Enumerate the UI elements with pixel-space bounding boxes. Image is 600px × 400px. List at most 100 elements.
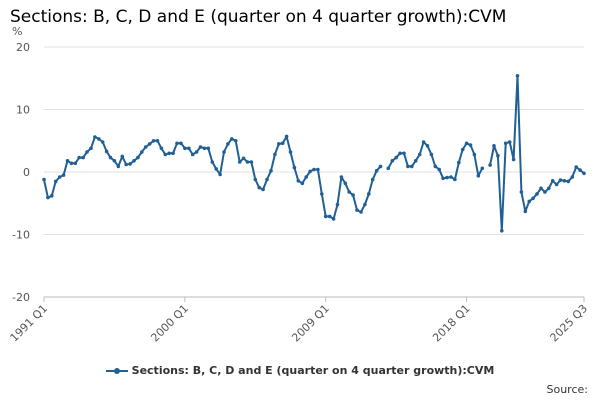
data-point xyxy=(42,177,46,182)
data-point xyxy=(65,159,70,163)
data-point xyxy=(476,174,481,178)
data-point xyxy=(89,146,93,151)
data-point xyxy=(492,144,496,148)
x-tick-label: 2009 Q1 xyxy=(289,302,332,345)
data-point xyxy=(523,209,528,214)
data-point xyxy=(566,179,571,184)
data-point xyxy=(194,150,199,154)
data-point xyxy=(519,190,524,194)
x-tick-label: 2000 Q1 xyxy=(148,302,191,345)
data-point xyxy=(277,142,281,146)
data-point xyxy=(253,177,258,182)
series-line xyxy=(387,141,484,181)
data-point xyxy=(53,179,58,184)
x-tick-label: 2018 Q1 xyxy=(430,302,473,345)
data-point xyxy=(433,164,438,169)
data-point xyxy=(429,152,434,157)
data-point xyxy=(206,146,211,151)
data-point xyxy=(472,152,477,157)
data-point xyxy=(77,155,81,160)
y-tick-label: 0 xyxy=(23,166,30,179)
data-point xyxy=(331,217,336,221)
data-point xyxy=(85,150,89,154)
data-point xyxy=(543,190,547,194)
data-point xyxy=(132,159,136,163)
data-point xyxy=(449,175,453,179)
data-point xyxy=(413,159,418,163)
legend-label: Sections: B, C, D and E (quarter on 4 qu… xyxy=(131,364,495,377)
data-point xyxy=(437,167,442,172)
data-point xyxy=(50,194,54,198)
data-point xyxy=(222,150,226,154)
data-point xyxy=(370,177,375,182)
data-point xyxy=(300,181,305,186)
data-point xyxy=(562,179,567,183)
data-point xyxy=(445,175,449,180)
data-point xyxy=(515,74,520,78)
data-point xyxy=(233,139,238,143)
data-point xyxy=(61,173,66,177)
chart-title: Sections: B, C, D and E (quarter on 4 qu… xyxy=(10,7,507,27)
data-point xyxy=(339,175,344,179)
data-point xyxy=(308,169,312,174)
y-tick-label: -10 xyxy=(12,229,30,242)
data-point xyxy=(237,160,242,164)
data-point xyxy=(335,202,340,207)
data-point xyxy=(421,140,426,144)
y-tick-label: 10 xyxy=(16,104,30,117)
x-tick-label: 2025 Q3 xyxy=(548,302,591,345)
data-point xyxy=(453,177,457,182)
data-point xyxy=(284,134,289,139)
data-point xyxy=(140,150,144,154)
data-point xyxy=(511,157,516,162)
data-point xyxy=(124,162,128,167)
data-point xyxy=(355,208,359,212)
data-point xyxy=(69,161,74,166)
data-point xyxy=(441,176,445,181)
data-point xyxy=(245,160,250,164)
data-point xyxy=(316,167,320,172)
data-point xyxy=(320,192,324,196)
data-point xyxy=(198,145,203,149)
data-point xyxy=(547,186,551,191)
data-point xyxy=(527,199,531,204)
legend-swatch xyxy=(105,366,128,376)
data-point xyxy=(488,163,492,167)
data-point xyxy=(108,155,113,160)
data-point xyxy=(386,166,391,171)
data-point xyxy=(226,142,230,146)
data-point xyxy=(535,192,539,196)
data-point xyxy=(159,146,164,151)
data-point xyxy=(351,193,355,197)
data-point xyxy=(296,179,301,183)
data-point xyxy=(175,141,179,146)
data-point xyxy=(249,160,254,164)
data-point xyxy=(81,155,85,160)
x-tick-label: 1991 Q1 xyxy=(8,302,51,345)
data-point xyxy=(363,202,367,207)
series-line xyxy=(489,74,585,232)
data-point xyxy=(507,140,512,144)
data-point xyxy=(410,164,414,169)
data-point xyxy=(155,139,160,143)
data-point xyxy=(273,152,277,157)
data-point xyxy=(312,167,316,172)
source-label: Source: xyxy=(546,383,589,396)
data-point xyxy=(190,152,195,157)
data-point xyxy=(374,169,379,173)
data-point xyxy=(367,192,371,196)
data-point xyxy=(163,152,168,157)
y-tick-label: 20 xyxy=(16,41,30,54)
data-point xyxy=(112,159,117,163)
data-point xyxy=(57,175,62,179)
data-point xyxy=(218,172,222,177)
data-point xyxy=(167,151,171,156)
data-point xyxy=(292,165,297,170)
data-point xyxy=(327,214,332,219)
data-point xyxy=(347,190,352,194)
data-point xyxy=(539,186,543,191)
data-point xyxy=(378,164,383,169)
data-point xyxy=(464,141,469,146)
data-point xyxy=(417,152,422,157)
series-line xyxy=(43,135,382,220)
